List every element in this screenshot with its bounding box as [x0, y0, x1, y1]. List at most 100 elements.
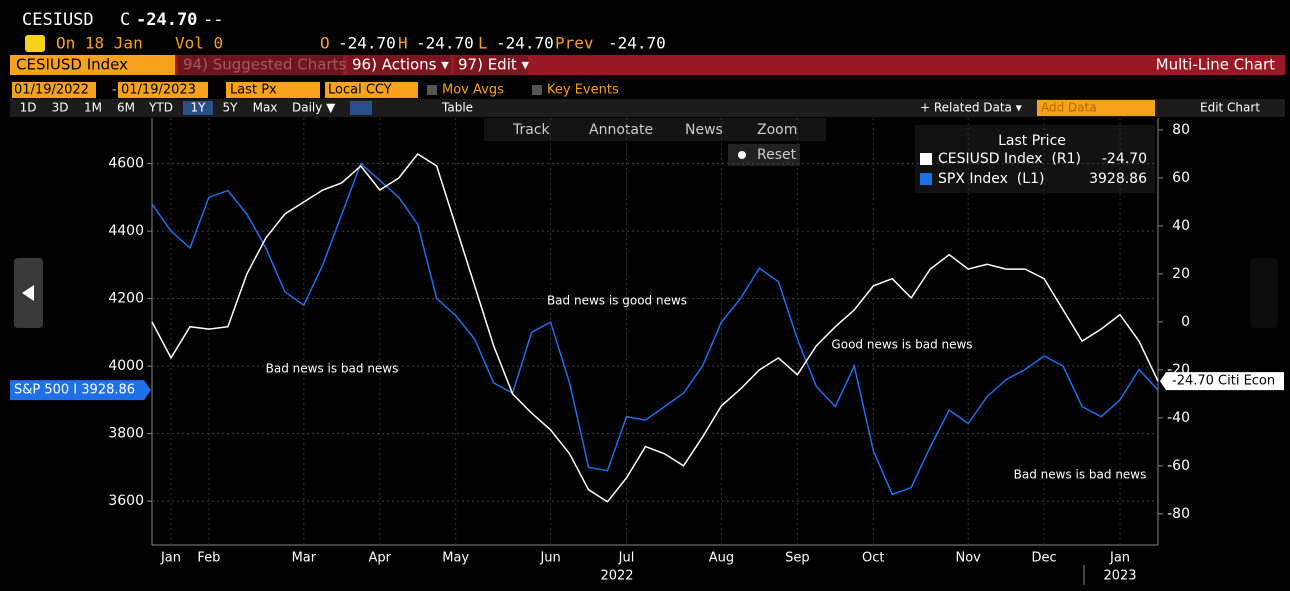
y-tick-label: 3800: [108, 426, 144, 442]
chart-tools: [484, 118, 826, 141]
currency-box[interactable]: [325, 82, 418, 98]
track[interactable]: Track: [512, 122, 551, 138]
checkbox[interactable]: [532, 85, 542, 95]
period-active: [183, 101, 213, 115]
checkbox[interactable]: [427, 85, 437, 95]
last: -24.70: [136, 10, 197, 30]
series-line: [151, 153, 1159, 503]
open-label: O: [320, 34, 330, 53]
edit: 97) Edit ▾: [458, 56, 530, 74]
x-tick-label: Nov: [956, 551, 982, 566]
year-label: 2023: [1103, 569, 1136, 584]
key-events: Key Events: [547, 83, 619, 98]
y2-tick-label: 60: [1172, 170, 1190, 186]
legend-label: CESIUSD Index (R1): [938, 151, 1081, 167]
period[interactable]: 3D: [52, 101, 69, 115]
x-tick-label: Sep: [785, 551, 810, 566]
next-arrow[interactable]: [1250, 258, 1278, 328]
period[interactable]: 1D: [20, 101, 37, 115]
x-tick-label: Jan: [160, 551, 181, 566]
currency: Local CCY: [328, 83, 392, 98]
x-tick-label: Aug: [709, 551, 734, 566]
arrow-icon: [22, 285, 34, 301]
x-tick-label: Jan: [1109, 551, 1130, 566]
x-tick-label: Feb: [197, 551, 220, 566]
series-line: [151, 162, 1159, 496]
field-box[interactable]: [226, 82, 320, 98]
period[interactable]: YTD: [148, 101, 173, 115]
ticker: CESIUSD: [22, 10, 94, 30]
toolbar-bar: [10, 99, 1285, 117]
period[interactable]: 5Y: [223, 101, 239, 115]
reset-icon: [738, 151, 746, 159]
period[interactable]: 1M: [84, 101, 102, 115]
y2-tick-label: 80: [1172, 122, 1190, 138]
year-label: 2022: [600, 569, 633, 584]
open: -24.70: [338, 34, 396, 53]
legend-title: Last Price: [998, 133, 1066, 149]
suggested-btn[interactable]: [178, 55, 343, 75]
news[interactable]: News: [685, 122, 723, 138]
change: --: [203, 10, 223, 30]
y-tick-label: 4600: [108, 156, 144, 172]
start-box[interactable]: [12, 82, 96, 98]
y2-tick-label: 40: [1172, 218, 1190, 234]
frequency[interactable]: Daily ▼: [292, 101, 336, 115]
edit-chart[interactable]: Edit Chart: [1200, 101, 1260, 115]
related[interactable]: + Related Data ▾: [920, 101, 1022, 115]
period[interactable]: Max: [253, 101, 278, 115]
annotation: Good news is bad news: [831, 338, 972, 352]
start: 01/19/2022: [14, 83, 89, 98]
add-data-box[interactable]: [1037, 100, 1155, 116]
end-box[interactable]: [118, 82, 208, 98]
x-tick-label: Oct: [862, 551, 884, 566]
low-label: L: [478, 34, 488, 53]
x-tick-label: Jul: [618, 551, 635, 566]
x-tick-label: May: [442, 551, 469, 566]
reset-btn[interactable]: [728, 144, 800, 166]
high-label: H: [398, 34, 408, 53]
y-tick-label: 4400: [108, 223, 144, 239]
security: CESIUSD Index: [16, 56, 128, 74]
y2-tick-label: 20: [1172, 266, 1190, 282]
annotation: Bad news is bad news: [266, 362, 399, 376]
legend-label: SPX Index (L1): [938, 171, 1044, 187]
y2-tick-label: 0: [1181, 314, 1190, 330]
y-tick-label: 4000: [108, 358, 144, 374]
x-tick-label: Apr: [369, 551, 392, 566]
y2-tick-label: -40: [1167, 410, 1190, 426]
annotate[interactable]: Annotate: [589, 122, 653, 138]
volume: Vol 0: [175, 34, 223, 53]
edit-btn[interactable]: [454, 55, 528, 75]
zoom[interactable]: Zoom: [757, 122, 797, 138]
x-tick-label: Jun: [539, 551, 560, 566]
axis-tag: [1160, 372, 1284, 391]
end: 01/19/2023: [121, 83, 196, 98]
legend-value: 3928.86: [1089, 171, 1147, 187]
high: -24.70: [416, 34, 474, 53]
legend-swatch: [920, 173, 932, 185]
annotation: Bad news is bad news: [1014, 468, 1147, 482]
table[interactable]: Table: [441, 101, 473, 115]
mov-avgs: Mov Avgs: [442, 83, 504, 98]
dash: -: [112, 83, 117, 98]
period[interactable]: 1Y: [191, 101, 207, 115]
add-data: Add Data: [1041, 101, 1097, 115]
annotation: Bad news is good news: [547, 294, 687, 308]
actions-btn[interactable]: [347, 55, 451, 75]
low: -24.70: [496, 34, 554, 53]
x-tick-label: Dec: [1032, 551, 1057, 566]
prev-label: Prev: [555, 34, 594, 53]
security-box[interactable]: [10, 55, 175, 75]
icon[interactable]: [25, 35, 45, 52]
period[interactable]: 6M: [117, 101, 135, 115]
axis-tag: [10, 380, 151, 401]
chart-type-btn[interactable]: [350, 101, 372, 115]
chart-kind: Multi-Line Chart: [1156, 56, 1275, 74]
y2-tick-label: -60: [1167, 458, 1190, 474]
y-tick-label: 4200: [108, 291, 144, 307]
legend-swatch: [920, 153, 932, 165]
